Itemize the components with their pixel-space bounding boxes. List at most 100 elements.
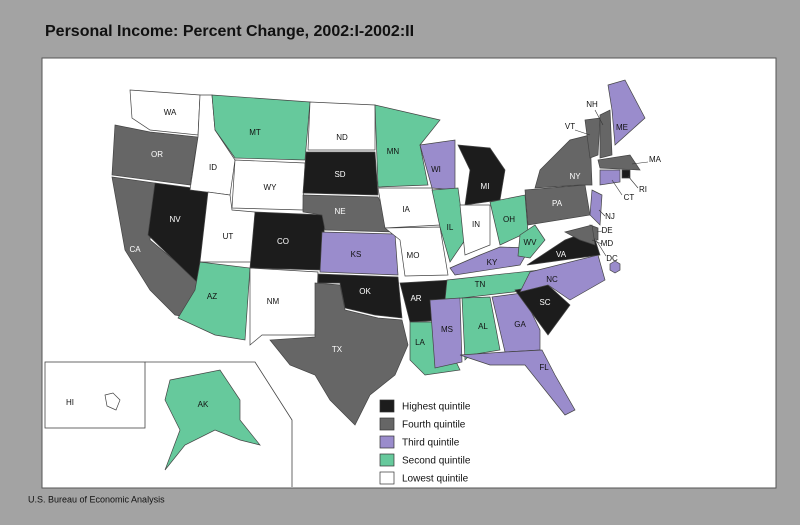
state: [431, 187, 466, 263]
state-label: WA: [164, 108, 177, 117]
legend-label: Lowest quintile: [402, 474, 469, 485]
state-label: KS: [351, 250, 362, 259]
state-label: NV: [169, 215, 181, 224]
state-label: AZ: [207, 292, 217, 301]
alaska-inset: [145, 361, 293, 487]
legend-swatch: [379, 417, 395, 431]
state-label: MI: [481, 182, 490, 191]
state-label: WY: [264, 183, 278, 192]
state-label: NC: [546, 275, 558, 284]
state: [164, 369, 261, 471]
state-label: CT: [624, 193, 635, 202]
state-label: MS: [441, 325, 453, 334]
state-label: MN: [387, 147, 400, 156]
legend-swatch: [379, 471, 395, 485]
state: [599, 169, 621, 186]
state-label: RI: [639, 185, 647, 194]
state-label: VT: [565, 122, 575, 131]
state: [307, 101, 376, 151]
state-label: WI: [431, 165, 441, 174]
state: [534, 134, 593, 189]
state-label: SC: [539, 298, 550, 307]
legend-label: Fourth quintile: [402, 420, 466, 431]
state-label: NJ: [605, 212, 615, 221]
state-label: MD: [601, 239, 614, 248]
state: [517, 224, 546, 259]
state: [429, 297, 463, 369]
source: U.S. Bureau of Economic Analysis: [28, 494, 165, 504]
state-label: TX: [332, 345, 343, 354]
state: [599, 109, 613, 159]
state-label: NM: [267, 297, 280, 306]
leader-line: [596, 230, 603, 233]
state-label: HI: [66, 398, 74, 407]
state: [589, 189, 603, 226]
map-title: Personal Income: Percent Change, 2002:I-…: [45, 23, 414, 40]
legend-label: Third quintile: [402, 438, 460, 449]
state-label: MO: [407, 251, 420, 260]
state: [129, 89, 201, 136]
state-label: NY: [569, 172, 581, 181]
state: [319, 231, 399, 276]
state: [317, 273, 403, 319]
state-label: OH: [503, 215, 515, 224]
state-label: TN: [475, 280, 486, 289]
state: [564, 224, 596, 246]
state-label: MA: [649, 155, 662, 164]
state-label: AK: [198, 400, 209, 409]
state-label: IN: [472, 220, 480, 229]
state: [249, 267, 319, 346]
state-label: DC: [606, 254, 618, 263]
leader-line: [574, 129, 591, 136]
state-label: FL: [539, 363, 549, 372]
state: [111, 124, 199, 186]
leader-line: [598, 209, 606, 217]
state: [302, 151, 379, 196]
state: [607, 79, 646, 146]
state: [302, 194, 396, 233]
state-label: GA: [514, 320, 526, 329]
state: [104, 392, 121, 411]
state-label: ID: [209, 163, 217, 172]
hawaii-inset: [44, 361, 146, 429]
legend-label: Second quintile: [402, 456, 471, 467]
state-label: KY: [487, 258, 498, 267]
state: [584, 117, 601, 159]
state-label: WV: [524, 238, 538, 247]
state-label: IL: [447, 223, 454, 232]
state: [211, 94, 311, 161]
state-label: DE: [601, 226, 612, 235]
legend: Highest quintile Fourth quintile Third qui…: [379, 399, 471, 485]
state: [597, 154, 641, 171]
legend-swatch: [379, 453, 395, 467]
state-label: PA: [552, 199, 563, 208]
state: [459, 349, 576, 416]
state-label: AR: [410, 294, 421, 303]
state: [374, 104, 441, 188]
leader-line: [611, 179, 623, 196]
state-label: LA: [415, 338, 425, 347]
state-label: AL: [478, 322, 488, 331]
state-label: SD: [334, 170, 345, 179]
state: [459, 204, 491, 256]
state-label: VA: [556, 250, 567, 259]
legend-swatch: [379, 399, 395, 413]
state-label: NE: [334, 207, 345, 216]
leader-line: [595, 239, 607, 257]
state: [609, 260, 621, 274]
state-label: IA: [402, 205, 410, 214]
state: [269, 282, 409, 426]
state-label: MT: [249, 128, 261, 137]
state-label: UT: [223, 232, 234, 241]
state-label: ND: [336, 133, 348, 142]
state: [461, 296, 501, 361]
state-label: CA: [129, 245, 141, 254]
state: [384, 226, 449, 277]
leader-line: [627, 175, 639, 189]
legend-label: Highest quintile: [402, 402, 471, 413]
leader-line: [631, 161, 649, 165]
state-label: OR: [151, 150, 163, 159]
state-label: NH: [586, 100, 598, 109]
legend-swatch: [379, 435, 395, 449]
